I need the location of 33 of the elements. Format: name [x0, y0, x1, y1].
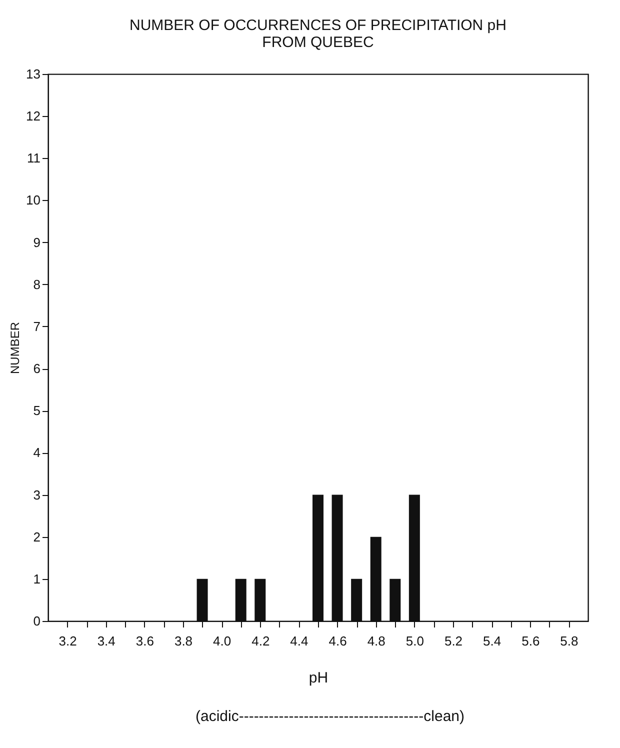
x-tick-label: 5.8 — [560, 634, 578, 648]
x-axis-title: pH — [308, 670, 328, 686]
text: FROM QUEBEC — [262, 34, 374, 51]
y-tick-label: 4 — [33, 445, 40, 460]
y-tick-label: 12 — [26, 108, 40, 124]
x-tick-label: 4.8 — [367, 634, 386, 648]
x-tick-label: 4.2 — [252, 634, 270, 648]
y-tick-label: 8 — [33, 276, 40, 292]
y-tick-label: 0 — [33, 614, 40, 628]
y-tick-label: 13 — [26, 66, 40, 82]
x-tick-label: 4.4 — [290, 634, 308, 648]
y-axis-title: NUMBER — [8, 322, 22, 374]
text: NUMBER OF OCCURRENCES OF PRECIPITATION pH — [130, 17, 506, 34]
y-tick-label: 7 — [33, 318, 40, 334]
x-tick-label: 4.6 — [328, 634, 347, 648]
text: (acidic-------------------------------------clean) — [194, 708, 466, 725]
y-tick-label: 2 — [33, 529, 40, 544]
x-tick-label: 5.2 — [444, 634, 463, 648]
y-tick-label: 11 — [27, 150, 40, 166]
y-tick-label: 9 — [33, 234, 40, 250]
y-tick-label: 6 — [33, 361, 40, 376]
x-tick-label: 5.0 — [406, 634, 424, 648]
x-tick-label: 5.6 — [522, 634, 540, 648]
x-tick-label: 3.4 — [97, 634, 116, 648]
x-tick-label: 3.8 — [174, 634, 193, 648]
y-tick-label: 10 — [26, 192, 40, 208]
x-tick-label: 3.6 — [136, 634, 154, 648]
x-tick-label: 3.2 — [58, 634, 77, 648]
y-tick-label: 1 — [33, 571, 40, 586]
y-tick-label: 5 — [33, 403, 40, 418]
x-tick-label: 4.0 — [213, 634, 232, 648]
x-tick-label: 5.4 — [483, 634, 502, 648]
y-tick-label: 3 — [33, 487, 40, 502]
